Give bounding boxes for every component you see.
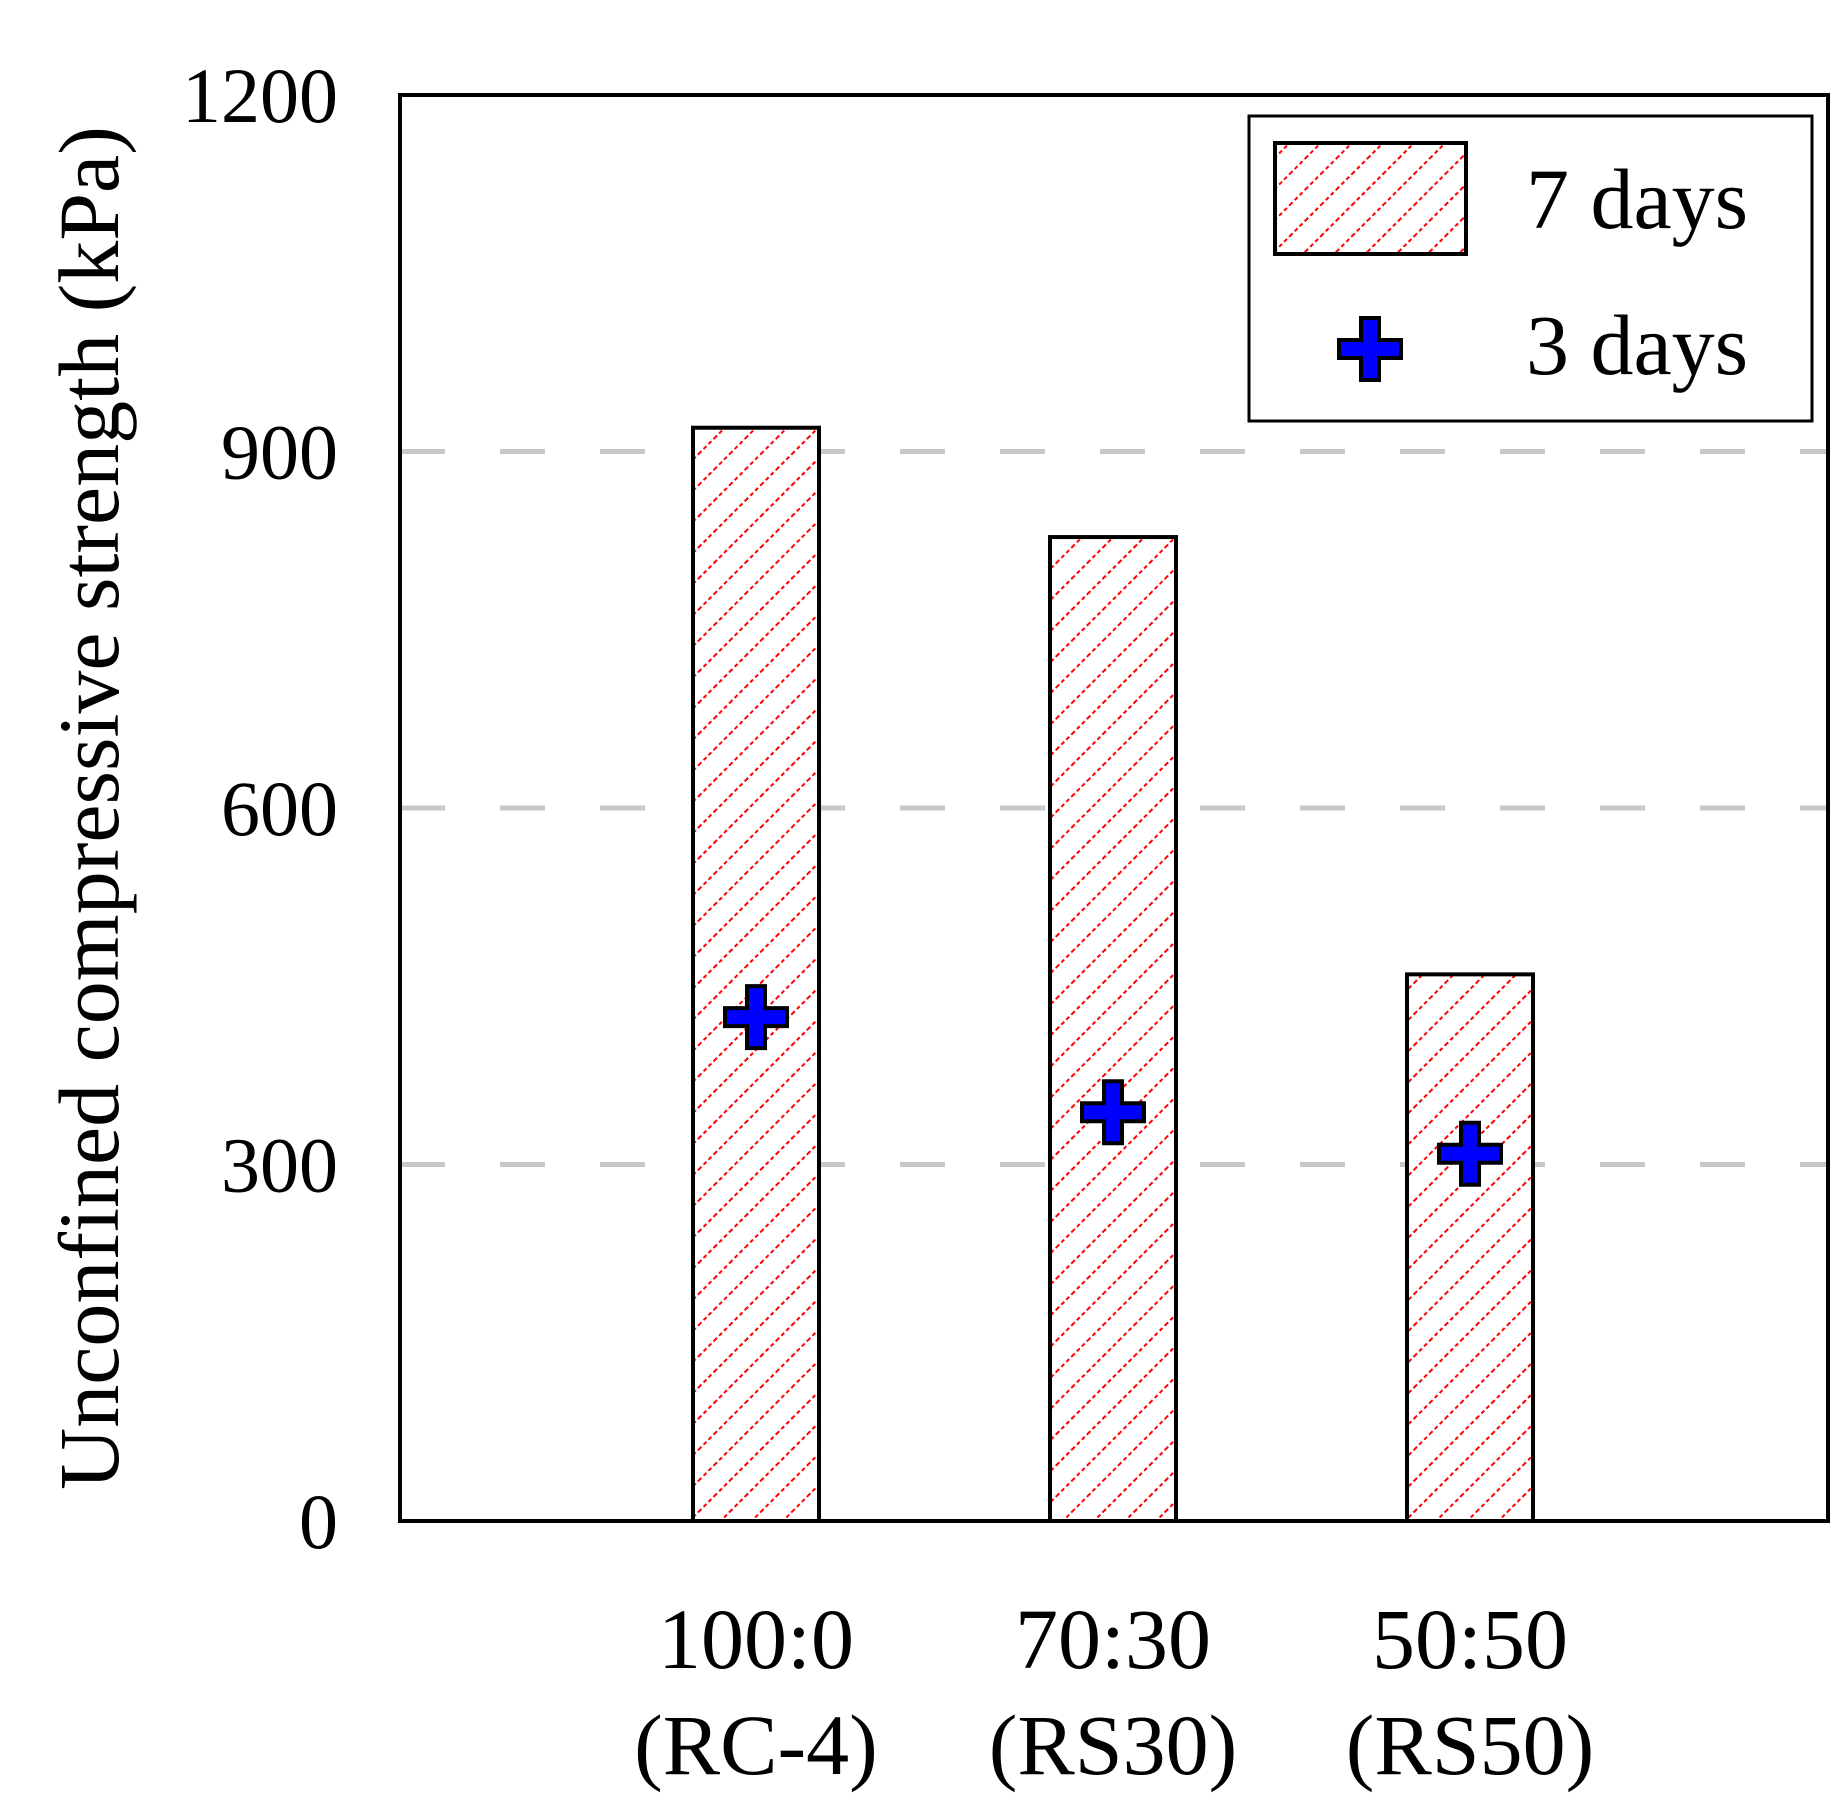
bars-7-days	[691, 425, 1535, 1524]
y-tick-0: 0	[299, 1478, 338, 1565]
x-category-label-0-line1: 100:0	[658, 1591, 854, 1687]
x-category-label-2-line2: (RS50)	[1346, 1697, 1594, 1793]
plot-frame	[398, 93, 1830, 1523]
legend-label-7-days: 7 days	[1526, 151, 1748, 247]
y-tick-300: 300	[221, 1122, 338, 1209]
legend: 7 days 3 days	[1247, 114, 1814, 423]
legend-marker-3-days	[1337, 316, 1403, 382]
y-tick-600: 600	[221, 765, 338, 852]
y-tick-1200: 1200	[182, 52, 338, 139]
legend-label-3-days: 3 days	[1526, 297, 1748, 393]
marker-3-days-0	[723, 984, 789, 1051]
markers-3-days	[723, 984, 1503, 1187]
legend-swatch-7-days	[1273, 141, 1468, 256]
bar-7-days-2	[1405, 972, 1535, 1523]
y-axis-label: Unconfined compressive strength (kPa)	[41, 126, 137, 1490]
x-category-label-2-line1: 50:50	[1372, 1591, 1568, 1687]
legend-box	[1247, 114, 1814, 423]
x-category-label-1-line1: 70:30	[1015, 1591, 1211, 1687]
y-tick-labels: 0 300 600 900 1200	[182, 52, 338, 1565]
x-category-label-0-line2: (RC-4)	[634, 1697, 878, 1793]
bar-7-days-1	[1048, 535, 1178, 1523]
bar-7-days-0	[691, 425, 821, 1524]
x-category-labels: 100:0 (RC-4) 70:30 (RS30) 50:50 (RS50)	[634, 1591, 1594, 1793]
marker-3-days-1	[1080, 1079, 1146, 1146]
x-category-label-1-line2: (RS30)	[989, 1697, 1237, 1793]
marker-3-days-2	[1437, 1120, 1503, 1187]
y-tick-900: 900	[221, 409, 338, 496]
